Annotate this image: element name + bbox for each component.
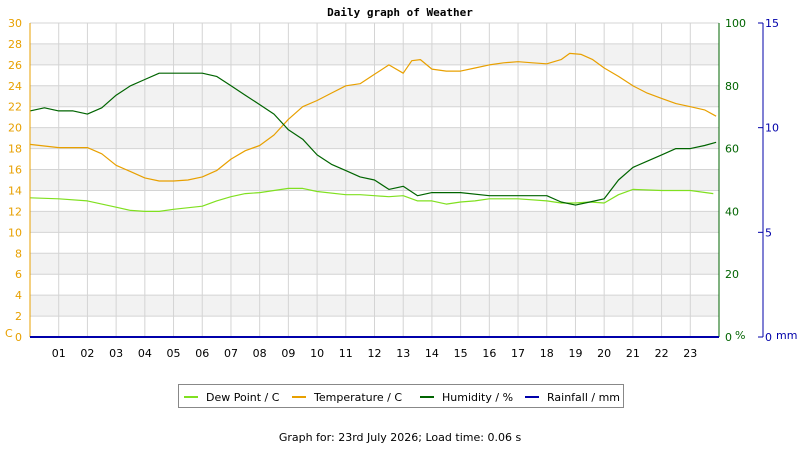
left-tick-label: 0 <box>15 331 22 344</box>
left-tick-label: 20 <box>8 122 22 135</box>
x-tick-label: 22 <box>655 347 669 360</box>
x-tick-label: 04 <box>138 347 152 360</box>
left-tick-label: 26 <box>8 59 22 72</box>
chart-title: Daily graph of Weather <box>327 6 473 19</box>
left-tick-label: 30 <box>8 17 22 30</box>
rain-axis-unit: mm <box>776 329 797 342</box>
legend-swatch-dew-point <box>184 396 198 398</box>
humidity-tick-label: 60 <box>725 143 739 156</box>
x-tick-label: 13 <box>396 347 410 360</box>
humidity-tick-label: 20 <box>725 268 739 281</box>
x-tick-label: 12 <box>368 347 382 360</box>
left-tick-label: 22 <box>8 101 22 114</box>
humidity-tick-label: 0 <box>725 331 732 344</box>
x-tick-label: 20 <box>597 347 611 360</box>
rain-tick-label: 10 <box>765 122 779 135</box>
legend-label-dew-point: Dew Point / C <box>206 390 280 404</box>
legend-label-humidity: Humidity / % <box>442 390 514 404</box>
left-tick-label: 16 <box>8 164 22 177</box>
x-tick-label: 18 <box>540 347 554 360</box>
legend-item-humidity: Humidity / % <box>420 390 513 404</box>
x-tick-label: 03 <box>109 347 123 360</box>
left-tick-label: 10 <box>8 226 22 239</box>
x-tick-label: 16 <box>482 347 496 360</box>
left-tick-label: 12 <box>8 205 22 218</box>
x-tick-label: 02 <box>80 347 94 360</box>
x-tick-label: 17 <box>511 347 525 360</box>
x-tick-label: 19 <box>568 347 582 360</box>
left-tick-label: 14 <box>8 184 22 197</box>
footer-load-label: Load time: <box>425 431 484 444</box>
legend-item-dew-point: Dew Point / C <box>184 390 279 404</box>
left-axis-unit: C <box>5 327 13 340</box>
rain-tick-label: 5 <box>765 226 772 239</box>
x-tick-label: 07 <box>224 347 238 360</box>
footer-prefix: Graph for: <box>278 431 335 444</box>
x-tick-label: 01 <box>52 347 66 360</box>
rain-tick-label: 0 <box>765 331 772 344</box>
left-tick-label: 2 <box>15 310 22 323</box>
legend-swatch-temperature <box>292 396 306 398</box>
dew-point-line <box>29 187 714 212</box>
rain-axis-ticks: 0 5 10 15 <box>758 17 779 344</box>
left-tick-label: 4 <box>15 289 22 302</box>
legend-swatch-rainfall <box>525 396 539 398</box>
temperature-line <box>29 52 717 182</box>
x-tick-label: 08 <box>253 347 267 360</box>
footer-date: 23rd July 2026; <box>338 431 422 444</box>
x-tick-label: 14 <box>425 347 439 360</box>
x-axis-ticks: 01 02 03 04 05 06 07 08 09 10 11 12 13 14 15 16 17 18 19 20… <box>52 347 698 360</box>
x-tick-label: 23 <box>683 347 697 360</box>
x-tick-label: 06 <box>195 347 209 360</box>
humidity-tick-label: 100 <box>725 17 746 30</box>
x-tick-label: 10 <box>310 347 324 360</box>
humidity-tick-label: 40 <box>725 205 739 218</box>
left-tick-label: 6 <box>15 268 22 281</box>
chart-axes <box>29 23 764 338</box>
legend-item-rainfall: Rainfall / mm <box>525 390 620 404</box>
left-tick-label: 18 <box>8 143 22 156</box>
footer-load-value: 0.06 s <box>487 431 522 444</box>
left-tick-label: 8 <box>15 247 22 260</box>
legend-label-temperature: Temperature / C <box>314 390 403 404</box>
x-tick-label: 15 <box>454 347 468 360</box>
footer: Graph for: 23rd July 2026; Load time: 0.… <box>0 431 800 444</box>
legend: Dew Point / C Temperature / C Humidity /… <box>178 384 624 408</box>
left-tick-label: 24 <box>8 80 22 93</box>
humidity-axis-unit: % <box>735 329 745 342</box>
humidity-axis-ticks: 0 20 40 60 80 100 <box>725 17 746 344</box>
legend-swatch-humidity <box>420 396 434 398</box>
left-tick-label: 28 <box>8 38 22 51</box>
x-tick-label: 11 <box>339 347 353 360</box>
x-tick-label: 21 <box>626 347 640 360</box>
x-tick-label: 05 <box>167 347 181 360</box>
humidity-line <box>29 72 717 206</box>
rain-tick-label: 15 <box>765 17 779 30</box>
x-tick-label: 09 <box>281 347 295 360</box>
legend-item-temperature: Temperature / C <box>292 390 402 404</box>
humidity-tick-label: 80 <box>725 80 739 93</box>
legend-label-rainfall: Rainfall / mm <box>547 390 621 404</box>
